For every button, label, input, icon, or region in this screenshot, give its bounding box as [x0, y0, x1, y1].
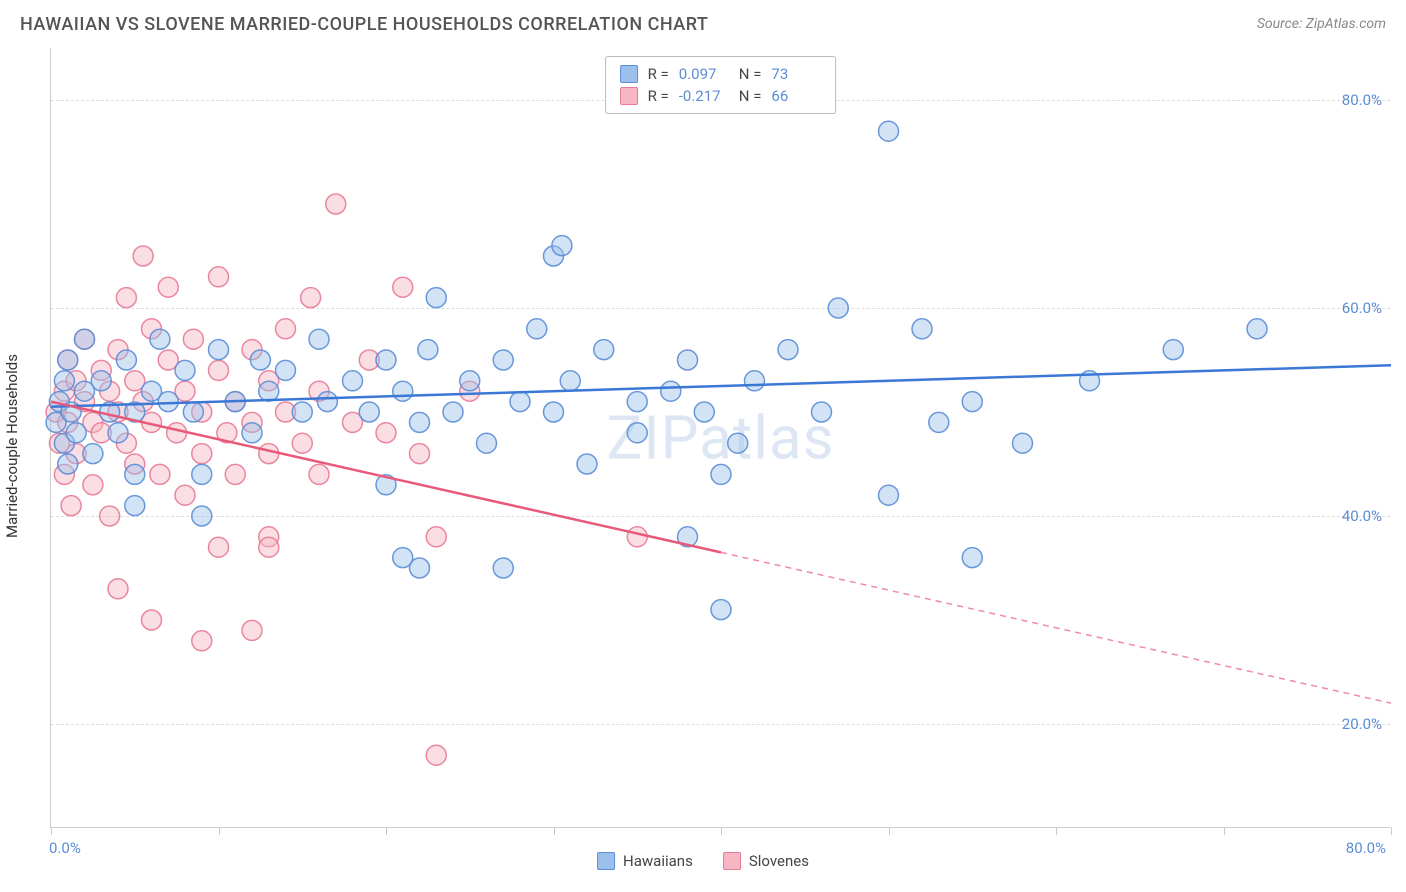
correlation-legend: R = 0.097 N = 73 R = -0.217 N = 66: [605, 56, 837, 114]
plot-area: ZIPatlas 20.0%40.0%60.0%80.0% R = 0.097 …: [50, 48, 1390, 828]
legend-label-hawaiians: Hawaiians: [623, 852, 693, 870]
r-value-slovenes: -0.217: [679, 87, 729, 105]
legend-label-slovenes: Slovenes: [749, 852, 809, 870]
r-label: R =: [648, 65, 669, 83]
x-max-label: 80.0%: [1346, 839, 1386, 857]
n-label: N =: [739, 87, 762, 105]
n-label: N =: [739, 65, 762, 83]
legend-item-slovenes: Slovenes: [723, 852, 809, 870]
chart-source: Source: ZipAtlas.com: [1257, 16, 1386, 32]
y-axis-label: Married-couple Households: [3, 354, 21, 538]
slovenes-swatch-icon: [620, 87, 638, 105]
chart-title: HAWAIIAN VS SLOVENE MARRIED-COUPLE HOUSE…: [20, 14, 708, 35]
series-legend: Hawaiians Slovenes: [597, 852, 809, 870]
legend-row-slovenes: R = -0.217 N = 66: [620, 85, 822, 107]
x-min-label: 0.0%: [49, 839, 81, 857]
slovenes-swatch-icon: [723, 852, 741, 870]
chart-container: HAWAIIAN VS SLOVENE MARRIED-COUPLE HOUSE…: [0, 0, 1406, 892]
n-value-slovenes: 66: [771, 87, 821, 105]
chart-header: HAWAIIAN VS SLOVENE MARRIED-COUPLE HOUSE…: [0, 0, 1406, 48]
n-value-hawaiians: 73: [771, 65, 821, 83]
r-value-hawaiians: 0.097: [679, 65, 729, 83]
r-label: R =: [648, 87, 669, 105]
legend-item-hawaiians: Hawaiians: [597, 852, 693, 870]
plot-svg: [51, 48, 1390, 827]
hawaiians-swatch-icon: [620, 65, 638, 83]
hawaiians-swatch-icon: [597, 852, 615, 870]
legend-row-hawaiians: R = 0.097 N = 73: [620, 63, 822, 85]
